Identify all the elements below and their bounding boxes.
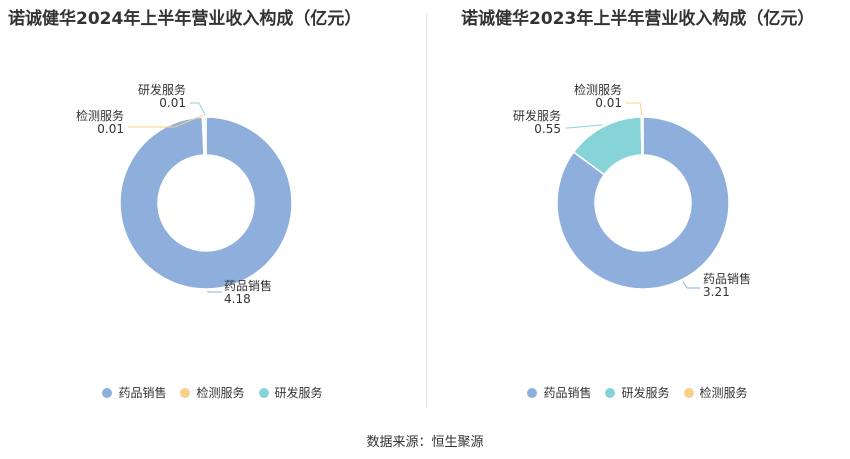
legend-marker xyxy=(180,387,191,398)
slice-label: 研发服务 xyxy=(138,82,186,97)
slice-value-label: 0.01 xyxy=(159,96,186,110)
label-leader-line xyxy=(682,281,700,289)
legend-marker xyxy=(527,387,538,398)
legend: 药品销售 研发服务 检测服务 xyxy=(425,384,850,401)
donut-slice[interactable] xyxy=(640,116,644,156)
label-leader-line xyxy=(566,124,603,129)
legend-marker xyxy=(102,387,113,398)
legend-label: 检测服务 xyxy=(699,386,748,400)
label-leader-line xyxy=(626,102,643,116)
slice-label: 检测服务 xyxy=(76,108,124,123)
chart-panel-2024: 诺诚健华2024年上半年营业收入构成（亿元） 药品销售 4.18 检测服务 0.01 研… xyxy=(0,0,425,420)
legend-label: 研发服务 xyxy=(621,386,670,400)
slice-label: 检测服务 xyxy=(574,82,622,97)
legend-item[interactable]: 药品销售 xyxy=(527,384,591,401)
legend: 药品销售 检测服务 研发服务 xyxy=(0,384,425,401)
slice-label: 药品销售 xyxy=(703,271,751,286)
slice-label: 药品销售 xyxy=(224,278,272,293)
data-source-note: 数据来源：恒生聚源 xyxy=(366,435,484,450)
chart-title: 诺诚健华2024年上半年营业收入构成（亿元） xyxy=(8,9,362,29)
slice-value-label: 0.01 xyxy=(595,96,622,110)
legend-marker xyxy=(258,387,269,398)
label-leader-line xyxy=(190,102,206,116)
chart-panel-2023: 诺诚健华2023年上半年营业收入构成（亿元） 药品销售 3.21 研发服务 0.55 检… xyxy=(425,0,850,420)
donut-slice[interactable] xyxy=(556,116,730,290)
chart-title: 诺诚健华2023年上半年营业收入构成（亿元） xyxy=(461,9,815,29)
legend-label: 药品销售 xyxy=(543,386,592,400)
slice-value-label: 4.18 xyxy=(224,292,251,306)
donut-slice[interactable] xyxy=(203,116,207,156)
legend-label: 检测服务 xyxy=(196,386,245,400)
label-leader-line xyxy=(207,290,222,293)
slice-value-label: 3.21 xyxy=(703,285,730,299)
legend-marker xyxy=(605,387,616,398)
donut-slice[interactable] xyxy=(119,116,293,290)
legend-item[interactable]: 研发服务 xyxy=(258,384,323,401)
legend-item[interactable]: 检测服务 xyxy=(683,384,748,401)
slice-value-label: 0.01 xyxy=(97,122,124,136)
legend-item[interactable]: 检测服务 xyxy=(180,384,245,401)
legend-label: 药品销售 xyxy=(118,386,167,400)
slice-label: 研发服务 xyxy=(513,108,561,123)
legend-marker xyxy=(683,387,694,398)
legend-item[interactable]: 药品销售 xyxy=(102,384,166,401)
label-leader-line xyxy=(128,114,204,128)
panel-divider xyxy=(426,14,427,409)
slice-value-label: 0.55 xyxy=(534,122,561,136)
legend-item[interactable]: 研发服务 xyxy=(605,384,670,401)
legend-label: 研发服务 xyxy=(274,386,323,400)
